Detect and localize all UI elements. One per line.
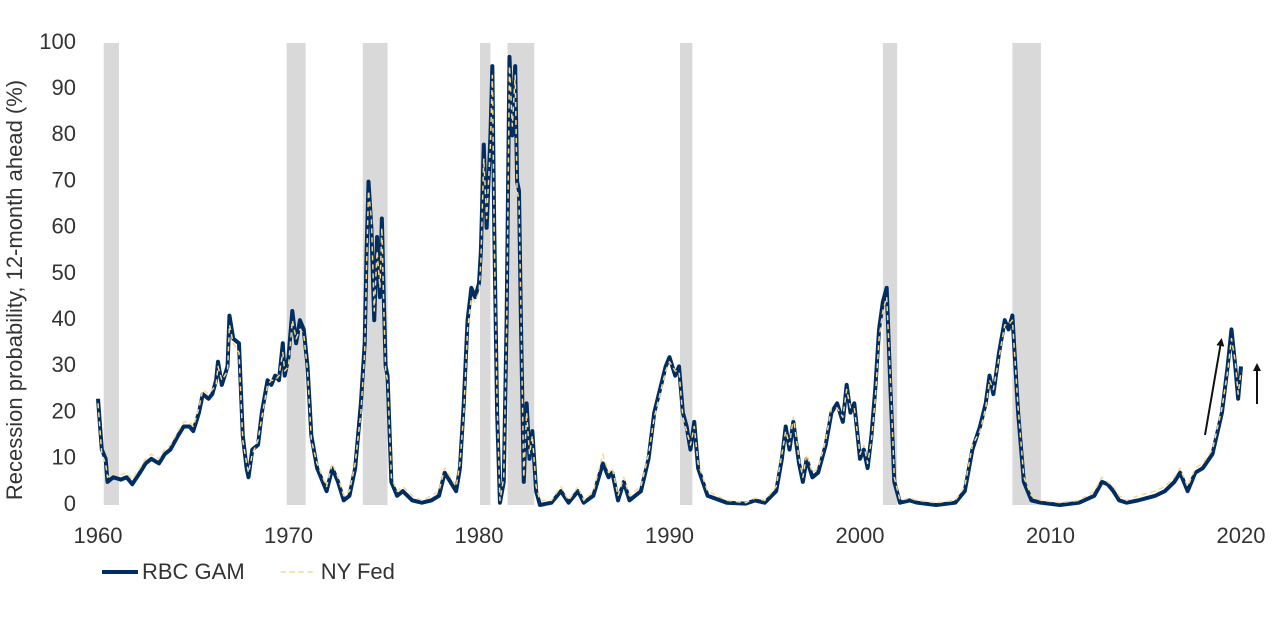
y-tick-label: 40 [52,306,76,331]
legend-label: RBC GAM [142,559,245,584]
annotation-arrow [1204,338,1225,436]
x-tick-label: 1970 [264,523,313,548]
recession-band [479,43,491,505]
y-axis-label: Recession probability, 12-month ahead (%… [2,80,27,500]
y-tick-label: 10 [52,445,76,470]
recession-band [679,43,693,505]
y-tick-label: 30 [52,352,76,377]
series-line [96,54,1243,507]
recession-band [286,43,306,505]
x-tick-label: 2000 [836,523,885,548]
x-tick-label: 1960 [74,523,123,548]
y-tick-label: 20 [52,398,76,423]
series-line [97,65,1242,504]
y-tick-label: 90 [52,75,76,100]
x-tick-label: 1990 [645,523,694,548]
y-tick-label: 100 [39,29,76,54]
recession-band [882,43,898,505]
x-tick-label: 1980 [455,523,504,548]
recession-shading [103,43,1041,505]
plot-lines [96,54,1243,507]
x-tick-label: 2010 [1026,523,1075,548]
y-tick-label: 70 [52,167,76,192]
recession-band [1012,43,1041,505]
recession-band [103,43,119,505]
legend-label: NY Fed [321,559,395,584]
y-tick-label: 80 [52,121,76,146]
y-tick-label: 50 [52,260,76,285]
y-tick-label: 0 [64,491,76,516]
y-tick-label: 60 [52,214,76,239]
x-tick-label: 2020 [1217,523,1266,548]
